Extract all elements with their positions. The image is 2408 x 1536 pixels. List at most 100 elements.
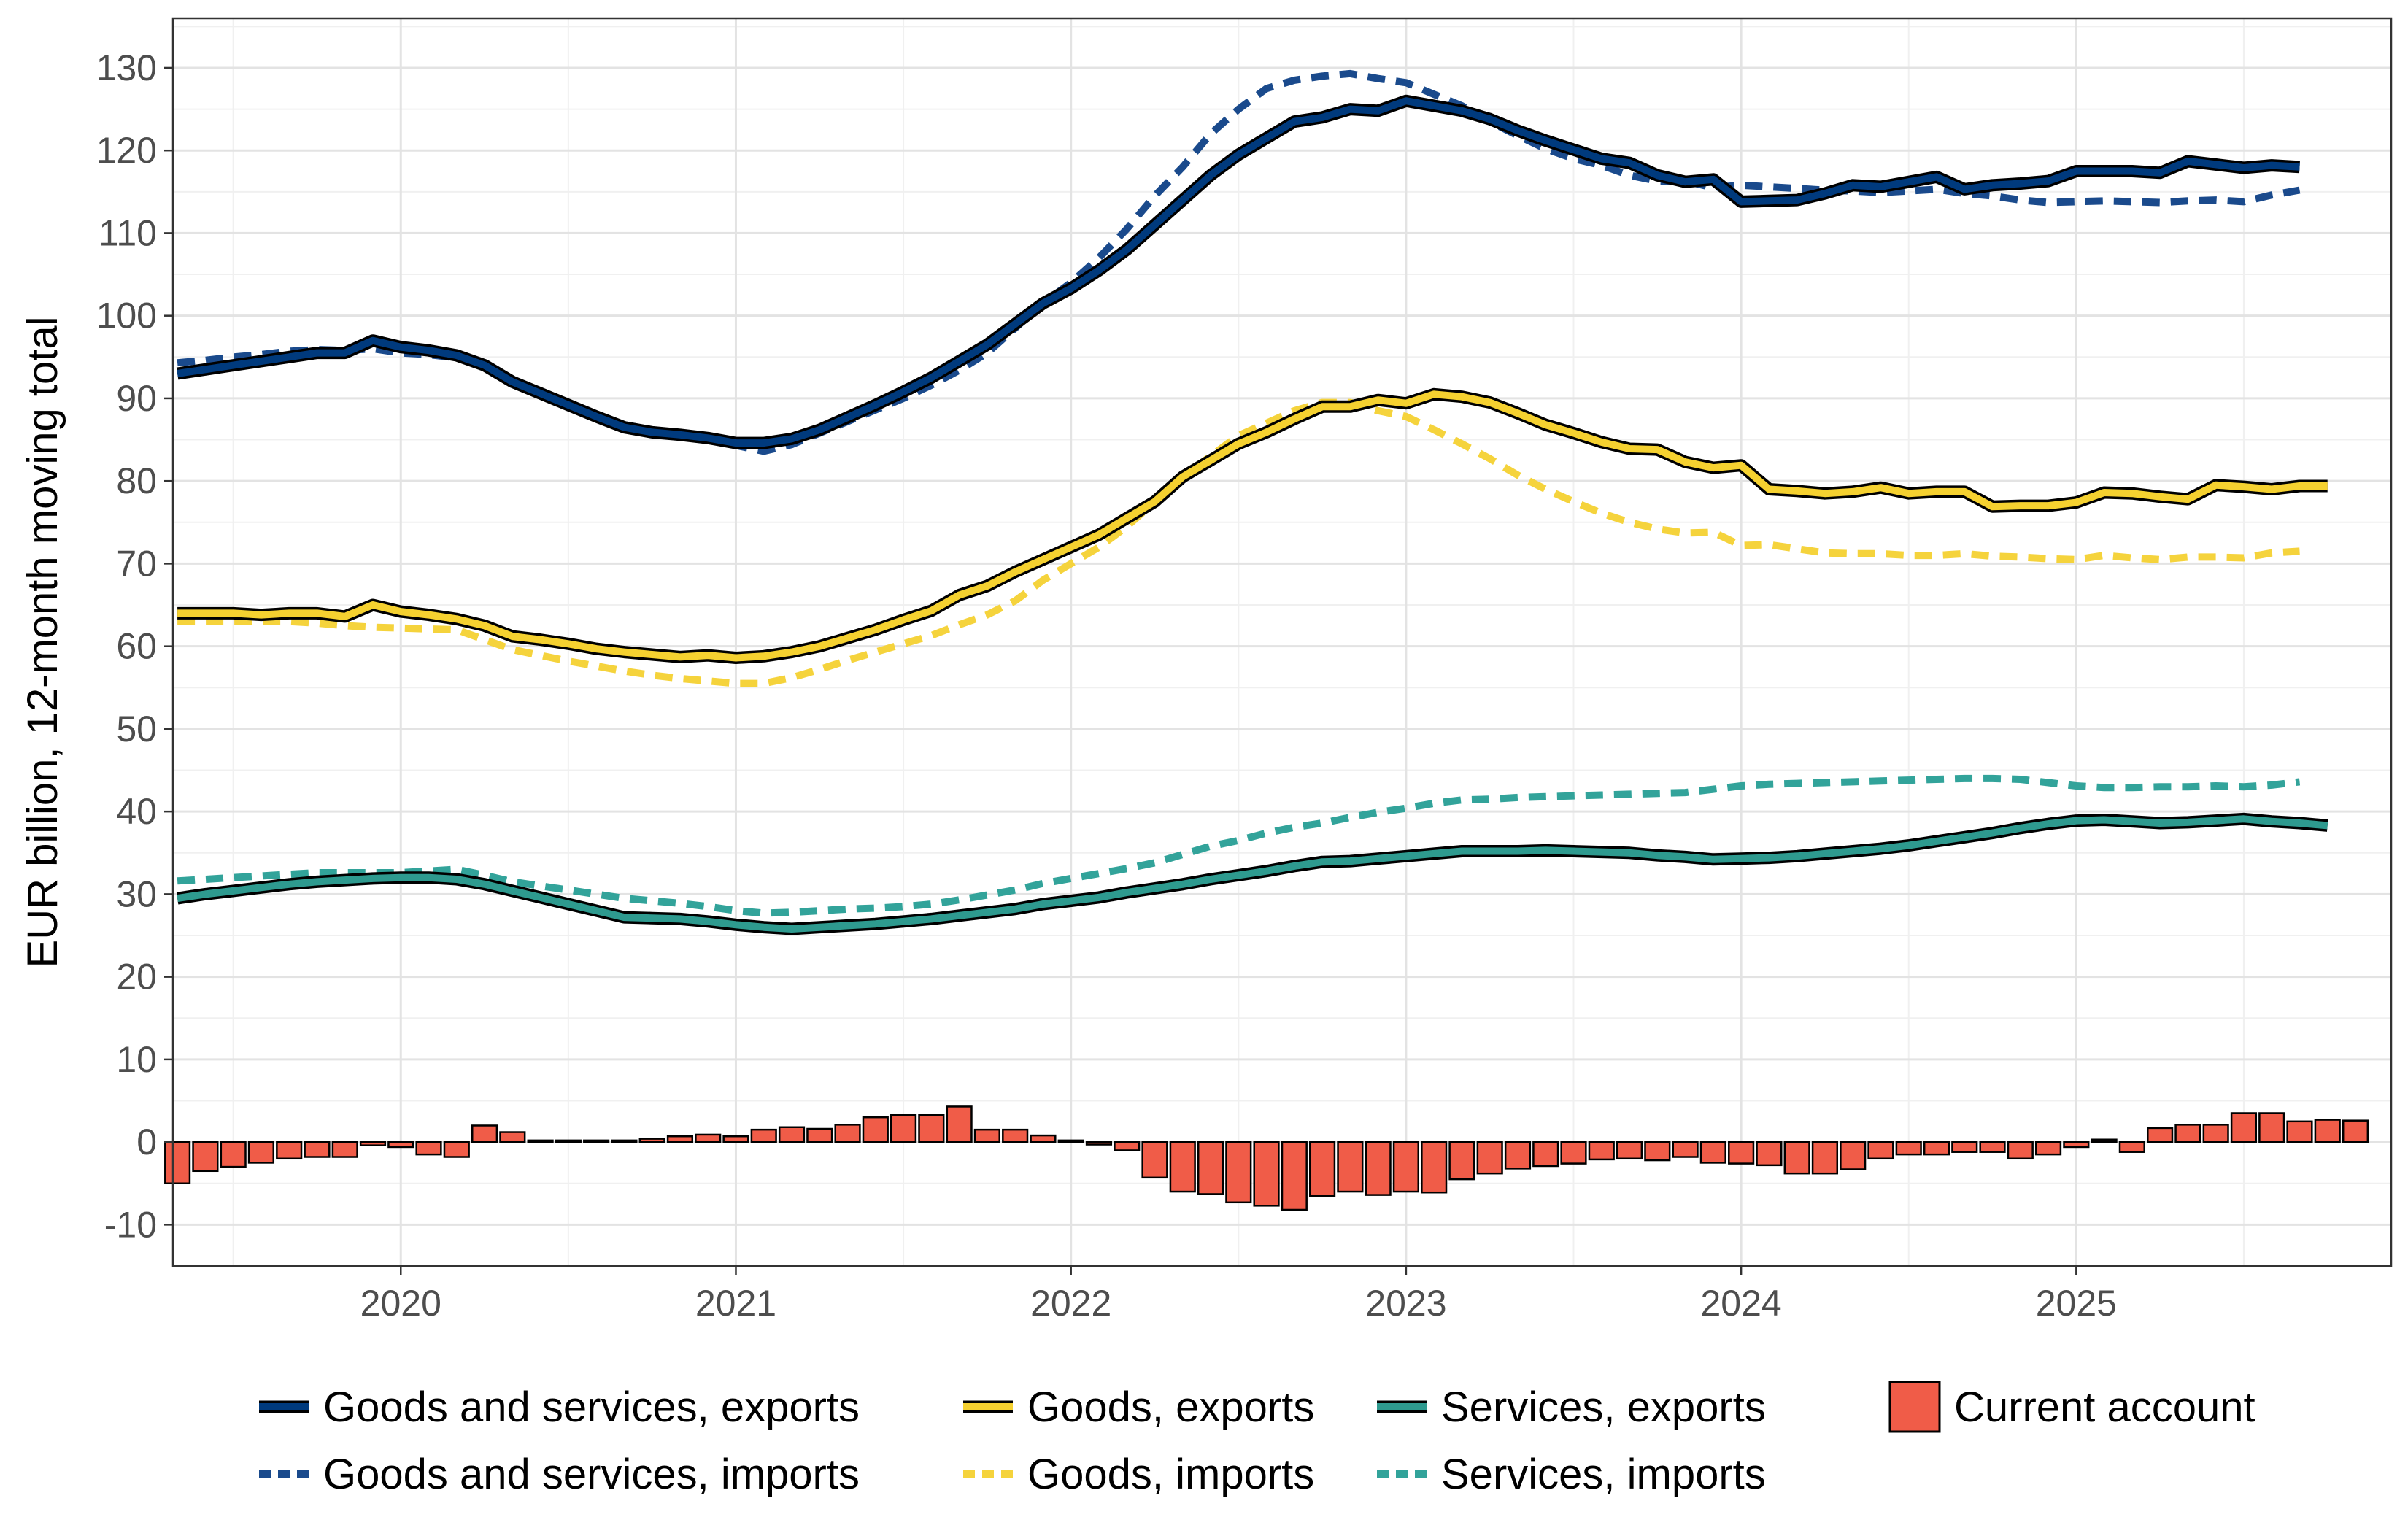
y-tick-label: 100	[96, 296, 157, 336]
current-account-bar	[750, 1128, 777, 1143]
current-account-bar	[1114, 1141, 1141, 1151]
current-account-bar	[862, 1116, 889, 1143]
x-tick-label: 2024	[1701, 1283, 1782, 1324]
current-account-bar	[638, 1138, 665, 1143]
y-axis: -10 0 10 20 30 40 50 60 70 80 90 100 110 120 130	[96, 47, 173, 1245]
current-account-bar	[1337, 1141, 1364, 1193]
current-account-bar	[443, 1141, 470, 1158]
current-account-bar	[1783, 1141, 1810, 1175]
y-axis-label: EUR billion, 12-month moving total	[19, 317, 66, 968]
current-account-bar	[973, 1128, 1000, 1143]
y-tick-label: 130	[96, 47, 157, 88]
legend-label: Current account	[1954, 1383, 2255, 1431]
x-tick-label: 2025	[2036, 1283, 2117, 1324]
y-tick-label: 0	[136, 1122, 157, 1162]
current-account-bar	[359, 1141, 387, 1146]
current-account-bar	[1197, 1141, 1224, 1195]
grid-lines	[173, 18, 2391, 1267]
y-tick-label: 10	[116, 1039, 157, 1080]
current-account-bar	[471, 1124, 498, 1143]
series-line-dashed	[177, 398, 2300, 687]
current-account-bar	[1840, 1141, 1867, 1170]
x-tick-label: 2020	[360, 1283, 441, 1324]
current-account-bar	[499, 1131, 526, 1143]
current-account-bar	[2286, 1120, 2313, 1143]
series-line-dashed	[177, 774, 2301, 917]
current-account-bar	[2091, 1138, 2118, 1143]
x-axis: 2020 2021 2022 2023 2024 2025	[360, 1266, 2117, 1324]
legend: Goods and services, exports Goods and ser…	[259, 1381, 2255, 1498]
current-account-bar	[834, 1124, 861, 1143]
x-tick-label: 2023	[1365, 1283, 1446, 1324]
y-tick-label: 30	[116, 873, 157, 914]
current-account-bar	[1616, 1141, 1643, 1160]
current-account-bar	[1756, 1141, 1783, 1167]
current-account-bar	[1532, 1141, 1559, 1168]
legend-key-bar	[1888, 1381, 1941, 1433]
legend-label: Services, imports	[1441, 1451, 1766, 1498]
y-tick-label: 20	[116, 957, 157, 997]
current-account-bar	[1169, 1141, 1196, 1193]
series-lines	[176, 69, 2328, 935]
current-account-bar	[164, 1141, 191, 1185]
y-tick-label: 90	[116, 378, 157, 419]
current-account-bar	[2034, 1141, 2062, 1156]
current-account-bar	[695, 1133, 722, 1143]
current-account-bar	[2063, 1141, 2090, 1149]
y-tick-label: 60	[116, 626, 157, 667]
current-account-bar	[1699, 1141, 1726, 1164]
current-account-bar	[387, 1141, 414, 1149]
current-account-bar	[890, 1114, 917, 1143]
y-tick-label: 80	[116, 460, 157, 501]
current-account-bar	[1867, 1141, 1894, 1160]
series-line	[177, 97, 2300, 447]
current-account-bar	[1309, 1141, 1336, 1197]
current-account-bar	[2342, 1119, 2369, 1143]
legend-label: Goods, exports	[1027, 1383, 1314, 1431]
current-account-bar	[918, 1114, 945, 1143]
series-line-dashed	[177, 69, 2301, 455]
current-account-bar	[1002, 1128, 1029, 1143]
current-account-bar	[1057, 1139, 1084, 1143]
current-account-bar	[2230, 1112, 2258, 1143]
current-account-bar	[806, 1127, 833, 1143]
current-account-bar	[778, 1126, 806, 1143]
y-tick-label: 50	[116, 709, 157, 749]
current-account-bar	[1281, 1141, 1308, 1211]
plot-border	[171, 17, 2393, 1267]
legend-label: Services, exports	[1441, 1383, 1766, 1431]
current-account-bar	[666, 1135, 694, 1143]
current-account-bar	[2314, 1119, 2341, 1143]
current-account-bar	[1923, 1141, 1950, 1156]
current-account-bar	[2118, 1141, 2145, 1153]
current-account-bar	[2147, 1127, 2174, 1143]
legend-label: Goods and services, exports	[323, 1383, 860, 1431]
current-account-bar	[1030, 1134, 1057, 1143]
x-tick-label: 2022	[1030, 1283, 1111, 1324]
current-account-bar	[1672, 1141, 1699, 1158]
current-account-bar	[247, 1141, 275, 1164]
legend-label: Goods, imports	[1027, 1451, 1314, 1498]
series-line	[177, 815, 2328, 933]
x-tick-label: 2021	[695, 1283, 776, 1324]
current-account-bar	[1560, 1141, 1587, 1165]
current-account-bar	[1979, 1141, 2006, 1153]
current-account-bar	[276, 1141, 303, 1160]
current-account-bar	[555, 1139, 582, 1143]
current-account-bar	[2258, 1112, 2285, 1143]
current-account-bar	[1392, 1141, 1419, 1193]
y-tick-label: -10	[104, 1204, 157, 1245]
current-account-bar	[1951, 1141, 1978, 1153]
current-account-bar	[722, 1135, 749, 1143]
current-account-bar	[1225, 1141, 1252, 1204]
current-account-bar	[1253, 1141, 1280, 1207]
current-account-bar	[415, 1141, 442, 1156]
current-account-bar	[1728, 1141, 1755, 1165]
y-tick-label: 110	[99, 212, 157, 253]
current-account-bar	[304, 1141, 331, 1158]
current-account-bar	[1588, 1141, 1615, 1161]
current-account-bar	[2174, 1124, 2201, 1143]
current-account-bar	[2202, 1124, 2229, 1143]
current-account-bar	[220, 1141, 247, 1168]
